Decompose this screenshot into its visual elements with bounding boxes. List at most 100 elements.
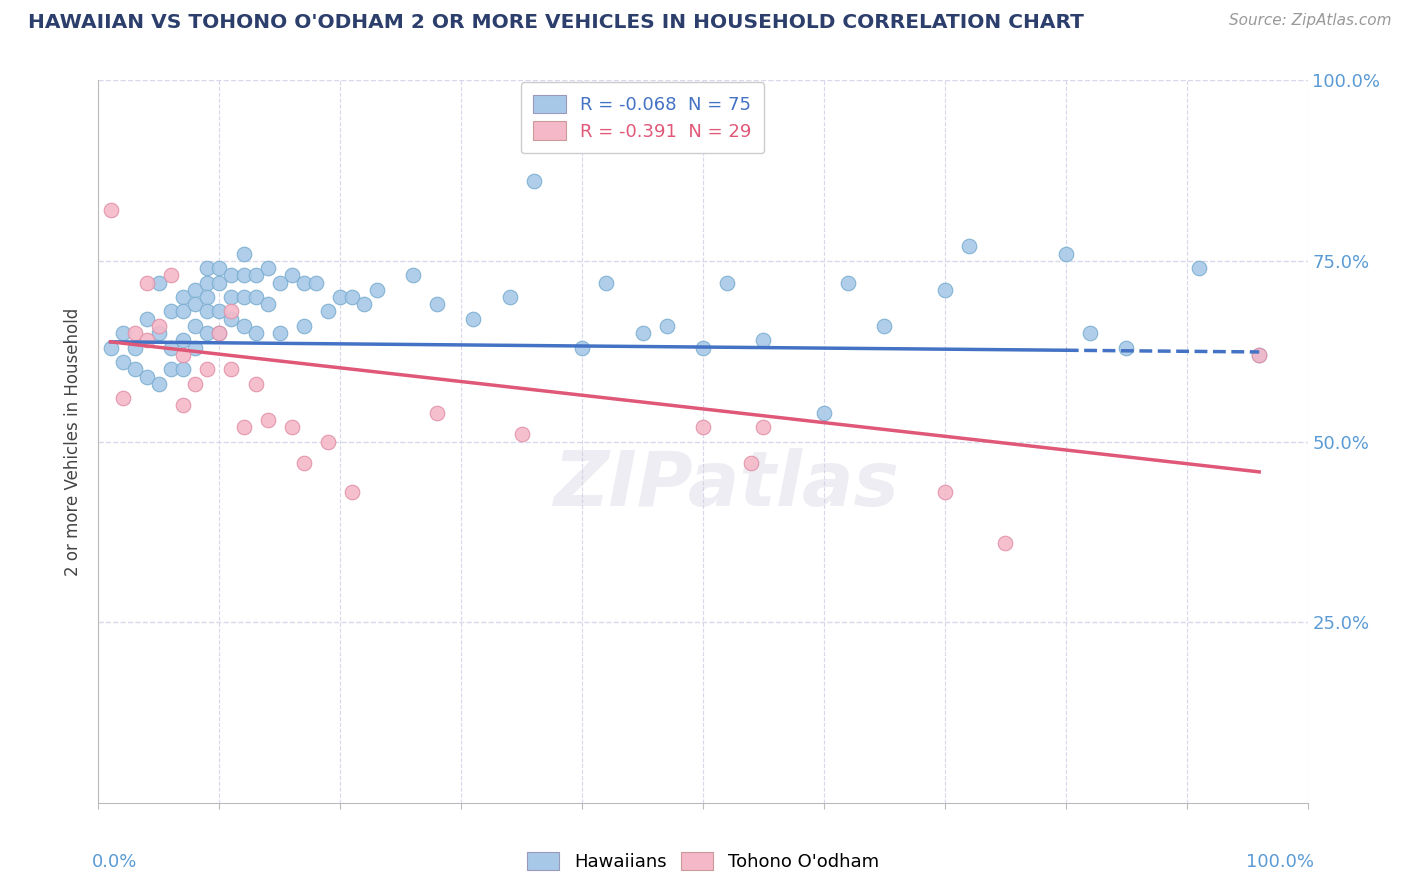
Point <box>195 362 218 376</box>
Point <box>1078 326 1101 340</box>
Point <box>994 535 1017 549</box>
Point <box>281 268 304 283</box>
Point <box>740 456 762 470</box>
Point <box>195 261 218 276</box>
Point <box>1249 348 1271 362</box>
Point <box>245 290 267 304</box>
Point <box>256 261 278 276</box>
Point <box>172 304 194 318</box>
Point <box>655 318 678 333</box>
Point <box>342 290 364 304</box>
Point <box>571 341 593 355</box>
Point <box>208 326 231 340</box>
Point <box>148 276 170 290</box>
Point <box>124 326 146 340</box>
Point <box>100 341 122 355</box>
Point <box>716 276 738 290</box>
Point <box>160 304 183 318</box>
Point <box>813 406 835 420</box>
Point <box>172 348 194 362</box>
Point <box>195 326 218 340</box>
Point <box>692 420 714 434</box>
Point <box>195 276 218 290</box>
Point <box>426 297 449 311</box>
Point <box>934 485 956 500</box>
Point <box>498 290 520 304</box>
Point <box>208 304 231 318</box>
Point <box>135 334 157 348</box>
Point <box>135 369 157 384</box>
Point <box>342 485 364 500</box>
Point <box>208 261 231 276</box>
Point <box>402 268 425 283</box>
Point <box>184 318 207 333</box>
Point <box>221 304 243 318</box>
Point <box>256 297 278 311</box>
Point <box>316 434 339 449</box>
Point <box>245 326 267 340</box>
Point <box>221 311 243 326</box>
Point <box>148 376 170 391</box>
Point <box>510 427 533 442</box>
Point <box>1115 341 1137 355</box>
Point <box>281 420 304 434</box>
Point <box>111 326 134 340</box>
Point <box>232 268 254 283</box>
Point <box>148 326 170 340</box>
Point <box>111 355 134 369</box>
Point <box>245 376 267 391</box>
Point <box>124 362 146 376</box>
Point <box>232 420 254 434</box>
Point <box>631 326 654 340</box>
Point <box>221 362 243 376</box>
Point <box>752 334 775 348</box>
Point <box>316 304 339 318</box>
Point <box>221 290 243 304</box>
Text: 0.0%: 0.0% <box>93 854 138 871</box>
Text: 100.0%: 100.0% <box>1246 854 1313 871</box>
Point <box>221 268 243 283</box>
Point <box>1054 246 1077 260</box>
Point <box>172 398 194 412</box>
Point <box>124 341 146 355</box>
Point <box>292 276 315 290</box>
Point <box>752 420 775 434</box>
Point <box>184 283 207 297</box>
Point <box>172 334 194 348</box>
Point <box>100 203 122 218</box>
Point <box>232 246 254 260</box>
Point <box>837 276 859 290</box>
Point <box>426 406 449 420</box>
Point <box>160 362 183 376</box>
Text: HAWAIIAN VS TOHONO O'ODHAM 2 OR MORE VEHICLES IN HOUSEHOLD CORRELATION CHART: HAWAIIAN VS TOHONO O'ODHAM 2 OR MORE VEH… <box>28 13 1084 32</box>
Point <box>184 376 207 391</box>
Point <box>305 276 328 290</box>
Point <box>195 304 218 318</box>
Point <box>160 341 183 355</box>
Point <box>1188 261 1211 276</box>
Point <box>256 413 278 427</box>
Point <box>184 341 207 355</box>
Point <box>172 290 194 304</box>
Point <box>692 341 714 355</box>
Point <box>184 297 207 311</box>
Point <box>245 268 267 283</box>
Point <box>111 391 134 405</box>
Text: ZIPatlas: ZIPatlas <box>554 448 900 522</box>
Legend: R = -0.068  N = 75, R = -0.391  N = 29: R = -0.068 N = 75, R = -0.391 N = 29 <box>520 82 765 153</box>
Point <box>172 362 194 376</box>
Point <box>232 290 254 304</box>
Legend: Hawaiians, Tohono O'odham: Hawaiians, Tohono O'odham <box>520 845 886 879</box>
Point <box>292 456 315 470</box>
Point <box>595 276 617 290</box>
Point <box>269 276 291 290</box>
Point <box>366 283 388 297</box>
Point <box>195 290 218 304</box>
Point <box>208 276 231 290</box>
Point <box>463 311 485 326</box>
Point <box>1249 348 1271 362</box>
Point <box>160 268 183 283</box>
Point <box>148 318 170 333</box>
Text: Source: ZipAtlas.com: Source: ZipAtlas.com <box>1229 13 1392 29</box>
Point <box>523 174 546 188</box>
